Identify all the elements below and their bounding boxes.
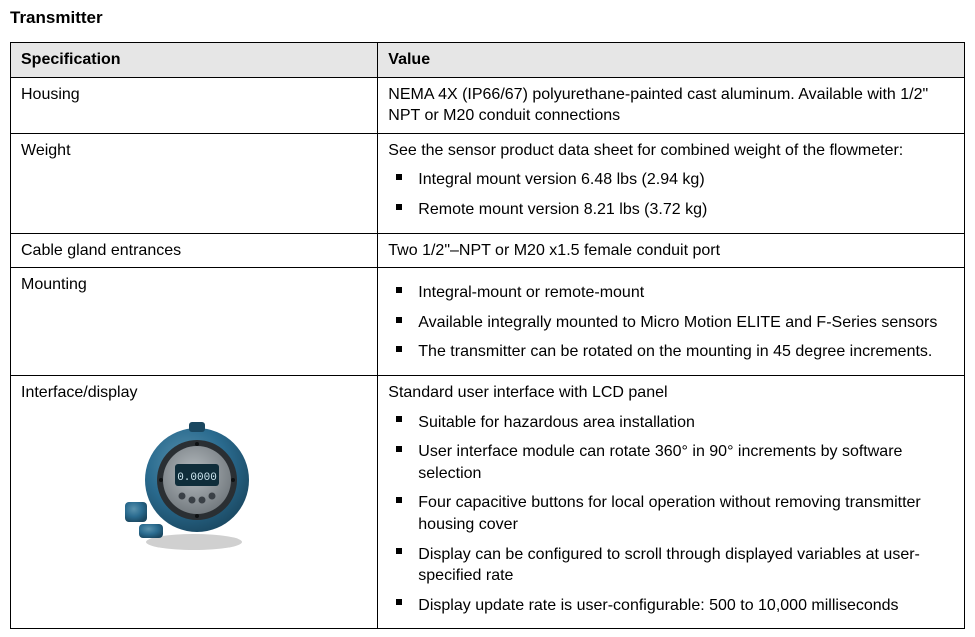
- row-mounting: Mounting Integral-mount or remote-mount …: [11, 268, 965, 376]
- lcd-readout: 0.0000: [177, 472, 217, 484]
- cell-value: NEMA 4X (IP66/67) polyurethane-painted c…: [378, 77, 965, 133]
- list-item: Display can be configured to scroll thro…: [418, 540, 954, 591]
- cell-label: Housing: [11, 77, 378, 133]
- list-item: Remote mount version 8.21 lbs (3.72 kg): [418, 195, 954, 225]
- cell-value: Integral-mount or remote-mount Available…: [378, 268, 965, 376]
- label-text: Interface/display: [21, 384, 138, 401]
- cell-label: Interface/display: [11, 375, 378, 628]
- device-image: 0.0000: [21, 414, 367, 554]
- header-value: Value: [378, 43, 965, 78]
- row-weight: Weight See the sensor product data sheet…: [11, 133, 965, 233]
- cell-value: See the sensor product data sheet for co…: [378, 133, 965, 233]
- cell-label: Mounting: [11, 268, 378, 376]
- list-item: Available integrally mounted to Micro Mo…: [418, 308, 954, 338]
- bullet-list: Integral mount version 6.48 lbs (2.94 kg…: [388, 165, 954, 224]
- cell-label: Weight: [11, 133, 378, 233]
- row-housing: Housing NEMA 4X (IP66/67) polyurethane-p…: [11, 77, 965, 133]
- list-item: Integral mount version 6.48 lbs (2.94 kg…: [418, 165, 954, 195]
- transmitter-icon: 0.0000: [119, 414, 269, 554]
- header-specification: Specification: [11, 43, 378, 78]
- list-item: Four capacitive buttons for local operat…: [418, 488, 954, 539]
- table-header-row: Specification Value: [11, 43, 965, 78]
- cell-label: Cable gland entrances: [11, 233, 378, 268]
- cell-value: Standard user interface with LCD panel S…: [378, 375, 965, 628]
- bullet-list: Integral-mount or remote-mount Available…: [388, 278, 954, 367]
- lead-text: See the sensor product data sheet for co…: [388, 140, 954, 162]
- lead-text: Standard user interface with LCD panel: [388, 382, 954, 404]
- spec-table: Specification Value Housing NEMA 4X (IP6…: [10, 42, 965, 629]
- list-item: Integral-mount or remote-mount: [418, 278, 954, 308]
- list-item: Display update rate is user-configurable…: [418, 591, 954, 621]
- row-interface-display: Interface/display: [11, 375, 965, 628]
- row-cable-gland: Cable gland entrances Two 1/2"–NPT or M2…: [11, 233, 965, 268]
- section-title: Transmitter: [10, 8, 965, 28]
- cell-value: Two 1/2"–NPT or M20 x1.5 female conduit …: [378, 233, 965, 268]
- list-item: The transmitter can be rotated on the mo…: [418, 337, 954, 367]
- list-item: Suitable for hazardous area installation: [418, 408, 954, 438]
- bullet-list: Suitable for hazardous area installation…: [388, 408, 954, 621]
- list-item: User interface module can rotate 360° in…: [418, 437, 954, 488]
